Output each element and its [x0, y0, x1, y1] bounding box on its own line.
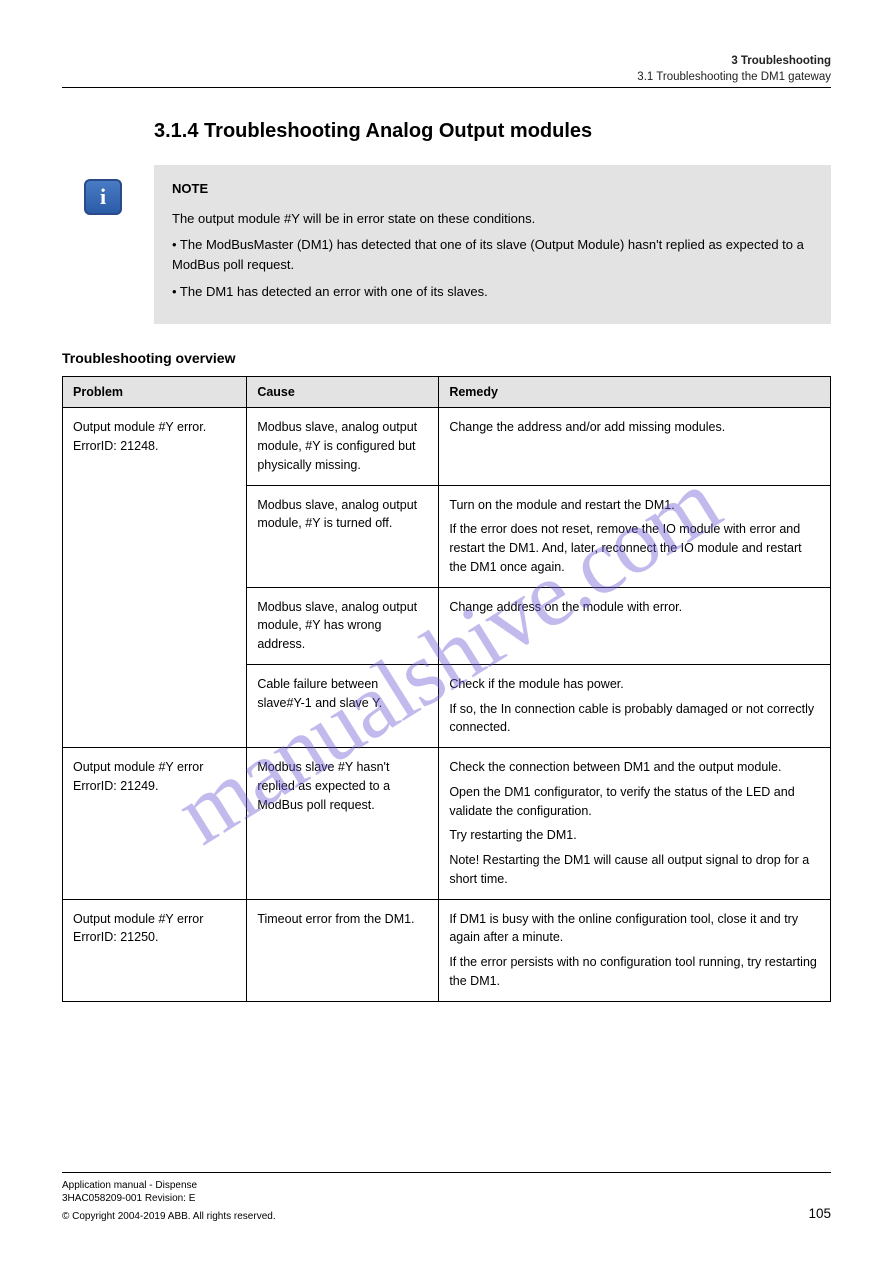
remedy-line: Try restarting the DM1. [449, 826, 820, 845]
remedy-line: If DM1 is busy with the online configura… [449, 910, 820, 948]
cell-remedy: Turn on the module and restart the DM1. … [439, 485, 831, 587]
cell-remedy: Check the connection between DM1 and the… [439, 748, 831, 900]
doc-title: Application manual - Dispense [62, 1179, 276, 1193]
cell-cause: Modbus slave, analog output module, #Y i… [247, 408, 439, 485]
table-row: Output module #Y error ErrorID: 21249. M… [63, 748, 831, 900]
header: 3 Troubleshooting 3.1 Troubleshooting th… [62, 54, 831, 88]
remedy-line: If the error does not reset, remove the … [449, 520, 820, 576]
col-cause: Cause [247, 376, 439, 408]
cell-remedy: Check if the module has power. If so, th… [439, 664, 831, 747]
note-line: • The DM1 has detected an error with one… [172, 282, 813, 302]
note-block: i NOTE The output module #Y will be in e… [62, 165, 831, 324]
note-box: NOTE The output module #Y will be in err… [154, 165, 831, 324]
note-label: NOTE [172, 179, 813, 199]
remedy-line: If the error persists with no configurat… [449, 953, 820, 991]
cell-problem: Output module #Y error ErrorID: 21250. [63, 899, 247, 1001]
cell-cause: Modbus slave #Y hasn't replied as expect… [247, 748, 439, 900]
info-icon-wrap: i [62, 165, 154, 215]
cell-cause: Modbus slave, analog output module, #Y h… [247, 587, 439, 664]
copyright: © Copyright 2004-2019 ABB. All rights re… [62, 1210, 276, 1224]
remedy-line: If so, the In connection cable is probab… [449, 700, 820, 738]
section-heading: Troubleshooting Analog Output modules [204, 120, 592, 142]
note-line: The output module #Y will be in error st… [172, 209, 813, 229]
cell-remedy: Change address on the module with error. [439, 587, 831, 664]
subheading: Troubleshooting overview [62, 350, 831, 366]
footer-left: Application manual - Dispense 3HAC058209… [62, 1179, 276, 1224]
info-icon: i [84, 179, 122, 215]
cell-problem: Output module #Y error. ErrorID: 21248. [63, 408, 247, 748]
chapter-number: 3 Troubleshooting [637, 54, 831, 70]
section-number: 3.1.4 [154, 120, 198, 142]
page-container: 3 Troubleshooting 3.1 Troubleshooting th… [0, 0, 893, 1042]
remedy-line: Note! Restarting the DM1 will cause all … [449, 851, 820, 889]
cell-cause: Cable failure between slave#Y-1 and slav… [247, 664, 439, 747]
remedy-line: Check if the module has power. [449, 675, 820, 694]
cell-remedy: If DM1 is busy with the online configura… [439, 899, 831, 1001]
table-row: Output module #Y error. ErrorID: 21248. … [63, 408, 831, 485]
header-chapter: 3 Troubleshooting 3.1 Troubleshooting th… [637, 54, 831, 85]
remedy-line: Open the DM1 configurator, to verify the… [449, 783, 820, 821]
page-number: 105 [808, 1205, 831, 1223]
section-title: 3.1.4 Troubleshooting Analog Output modu… [154, 120, 831, 143]
troubleshooting-table: Problem Cause Remedy Output module #Y er… [62, 376, 831, 1002]
doc-id: 3HAC058209-001 Revision: E [62, 1192, 276, 1206]
cell-cause: Timeout error from the DM1. [247, 899, 439, 1001]
footer: Application manual - Dispense 3HAC058209… [62, 1172, 831, 1224]
col-problem: Problem [63, 376, 247, 408]
table-header-row: Problem Cause Remedy [63, 376, 831, 408]
chapter-sub: 3.1 Troubleshooting the DM1 gateway [637, 70, 831, 86]
cell-remedy: Change the address and/or add missing mo… [439, 408, 831, 485]
col-remedy: Remedy [439, 376, 831, 408]
note-line: • The ModBusMaster (DM1) has detected th… [172, 235, 813, 275]
remedy-line: Check the connection between DM1 and the… [449, 758, 820, 777]
table-row: Output module #Y error ErrorID: 21250. T… [63, 899, 831, 1001]
cell-problem: Output module #Y error ErrorID: 21249. [63, 748, 247, 900]
remedy-line: Turn on the module and restart the DM1. [449, 496, 820, 515]
cell-cause: Modbus slave, analog output module, #Y i… [247, 485, 439, 587]
